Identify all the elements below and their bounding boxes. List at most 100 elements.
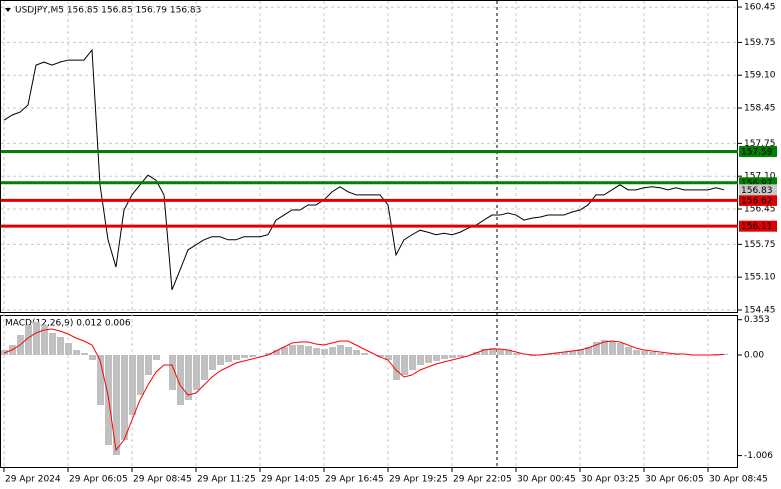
macd-bar [433, 355, 440, 361]
macd-bar [297, 345, 304, 355]
price-panel [0, 0, 738, 313]
macd-bar [505, 350, 512, 355]
x-tick-label: 29 Apr 16:45 [325, 475, 384, 485]
level-label: 156.62 [741, 196, 773, 206]
x-tick-label: 29 Apr 08:45 [133, 475, 192, 485]
macd-bar [561, 352, 568, 355]
macd-bar [265, 353, 272, 355]
last-price-box [739, 184, 777, 196]
macd-bar [345, 347, 352, 355]
macd-bar [321, 349, 328, 355]
macd-bar [193, 355, 200, 390]
macd-bar [513, 353, 520, 355]
macd-bar [97, 355, 104, 405]
macd-bar [473, 352, 480, 355]
macd-bar [625, 347, 632, 355]
x-tick-label: 29 Apr 22:05 [453, 475, 512, 485]
macd-bar [41, 325, 48, 355]
macd-bar [553, 353, 560, 355]
macd-bar [177, 355, 184, 405]
macd-bar [353, 350, 360, 355]
macd-bar [73, 350, 80, 355]
macd-bar [329, 347, 336, 355]
macd-title: MACD(12,26,9) 0.012 0.006 [5, 319, 131, 329]
x-tick-label: 30 Apr 08:45 [709, 475, 768, 485]
macd-bar [233, 355, 240, 360]
x-tick-label: 29 Apr 06:05 [69, 475, 128, 485]
macd-bar [169, 355, 176, 390]
macd-bar [409, 355, 416, 370]
macd-bar [657, 353, 664, 355]
macd-bar [377, 355, 384, 357]
macd-bar [569, 351, 576, 355]
x-tick-label: 29 Apr 11:25 [197, 475, 256, 485]
macd-bar [57, 337, 64, 355]
macd-bar [81, 353, 88, 355]
macd-bar [201, 355, 208, 380]
y-tick-label: 159.10 [744, 71, 776, 81]
macd-bar [393, 355, 400, 380]
level-label-box [739, 220, 777, 232]
y-tick-label: 156.45 [744, 205, 776, 215]
macd-bar [209, 355, 216, 370]
level-label: 157.59 [741, 147, 773, 157]
macd-bar [449, 355, 456, 358]
last-price-label: 156.83 [741, 186, 773, 196]
macd-bar [497, 349, 504, 355]
macd-bar [249, 355, 256, 357]
x-tick-label: 30 Apr 00:45 [517, 475, 576, 485]
x-tick-label: 30 Apr 03:25 [581, 475, 640, 485]
macd-bar [361, 353, 368, 355]
macd-bar [65, 343, 72, 355]
y-tick-label: 0.00 [744, 351, 764, 361]
macd-bar [641, 351, 648, 355]
macd-bar [577, 349, 584, 355]
x-tick-label: 30 Apr 06:05 [645, 475, 704, 485]
macd-bar [545, 354, 552, 355]
macd-bar [401, 355, 408, 375]
y-tick-label: 155.75 [744, 240, 776, 250]
macd-bar [457, 355, 464, 357]
x-tick-label: 29 Apr 2024 [5, 475, 61, 485]
y-tick-label: 0.353 [744, 315, 770, 325]
macd-bar [137, 355, 144, 395]
signal-line [3, 328, 725, 452]
macd-bar [481, 349, 488, 355]
y-tick-label: 160.45 [744, 3, 776, 13]
macd-bar [649, 352, 656, 355]
y-tick-label: 155.10 [744, 273, 776, 283]
chart-title: USDJPY,M5 156.85 156.85 156.79 156.83 [15, 6, 201, 16]
macd-bar [425, 355, 432, 363]
macd-bar [609, 341, 616, 355]
y-tick-label: 157.75 [744, 139, 776, 149]
macd-bar [185, 355, 192, 400]
macd-bar [601, 340, 608, 355]
macd-bar [217, 355, 224, 365]
macd-bar [241, 355, 248, 358]
macd-bar [593, 342, 600, 355]
x-tick-label: 29 Apr 19:25 [389, 475, 448, 485]
macd-bar [585, 347, 592, 355]
macd-bar [225, 355, 232, 362]
macd-bar [417, 355, 424, 365]
level-label-box [739, 145, 777, 157]
macd-bar [129, 355, 136, 415]
macd-bar [25, 325, 32, 355]
x-tick-label: 29 Apr 14:05 [261, 475, 320, 485]
y-tick-label: 157.10 [744, 172, 776, 182]
macd-bar [113, 355, 120, 455]
level-label: 156.11 [741, 222, 773, 232]
macd-bar [281, 347, 288, 355]
macd-bar [153, 355, 160, 360]
macd-bar [489, 348, 496, 355]
macd-bar [121, 355, 128, 440]
macd-bar [633, 350, 640, 355]
level-label-box [739, 177, 777, 189]
level-label: 156.97 [741, 179, 773, 189]
macd-bar [441, 355, 448, 359]
macd-bar [721, 353, 728, 355]
macd-bar [145, 355, 152, 375]
level-label-box [739, 194, 777, 206]
macd-bar [89, 355, 96, 360]
